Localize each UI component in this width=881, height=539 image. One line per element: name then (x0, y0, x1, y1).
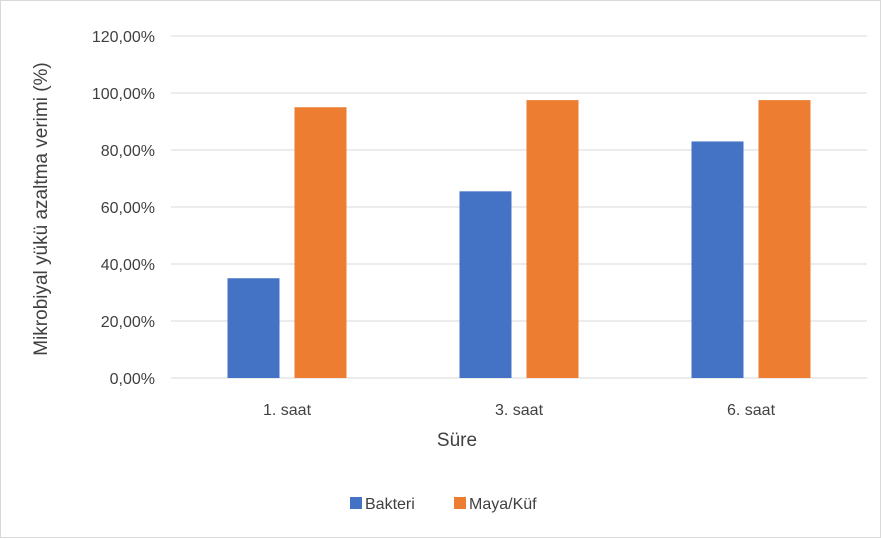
x-tick-label: 3. saat (495, 402, 544, 419)
y-axis-title: Mikrobiyal yükü azaltma verimi (%) (31, 62, 52, 356)
legend-swatch (350, 497, 362, 509)
bar-bakteri (691, 141, 744, 378)
y-tick-label: 0,00% (110, 371, 155, 388)
bar-bakteri (227, 278, 280, 378)
y-tick-label: 60,00% (101, 200, 155, 217)
bar-maya-kuf (526, 100, 579, 378)
gridlines (171, 35, 867, 379)
legend-label: Maya/Küf (469, 496, 537, 513)
x-axis-title: Süre (437, 430, 477, 451)
y-tick-label: 40,00% (101, 257, 155, 274)
x-axis-ticks: 1. saat 3. saat 6. saat (263, 402, 776, 419)
bar-maya-kuf (758, 100, 811, 378)
bar-maya-kuf (294, 107, 347, 378)
y-axis-ticks: 0,00% 20,00% 40,00% 60,00% 80,00% 100,00% 120,… (92, 29, 155, 388)
bar-bakteri (459, 191, 512, 378)
y-tick-label: 80,00% (101, 143, 155, 160)
y-tick-label: 20,00% (101, 314, 155, 331)
legend-label: Bakteri (365, 496, 415, 513)
legend-swatch (454, 497, 466, 509)
x-tick-label: 6. saat (727, 402, 776, 419)
bars (227, 100, 811, 378)
x-tick-label: 1. saat (263, 402, 312, 419)
y-tick-label: 100,00% (92, 86, 155, 103)
y-tick-label: 120,00% (92, 29, 155, 46)
legend: Bakteri Maya/Küf (350, 496, 537, 513)
